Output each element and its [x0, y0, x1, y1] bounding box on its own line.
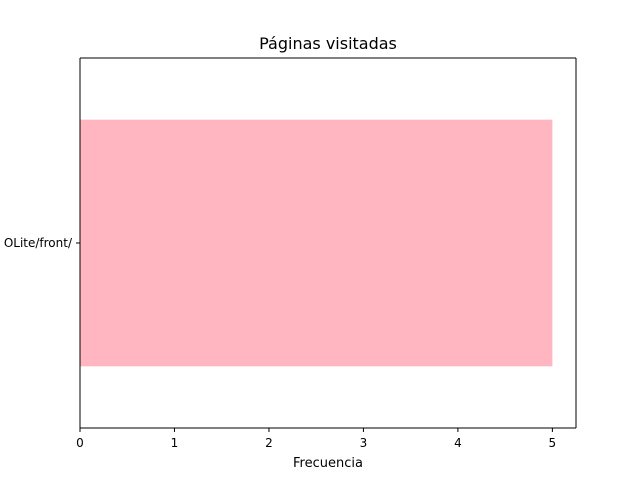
x-tick-label: 1: [171, 436, 179, 450]
x-tick-label: 2: [265, 436, 273, 450]
chart-title: Páginas visitadas: [259, 34, 397, 53]
y-ticks: OLite/front/: [4, 236, 80, 250]
bar: [80, 119, 553, 367]
x-tick-label: 0: [76, 436, 84, 450]
axes-frame: [79, 57, 577, 429]
x-ticks: 0 1 2 3 4 5: [76, 428, 556, 450]
x-axis-label: Frecuencia: [293, 456, 363, 471]
x-tick-label: 5: [549, 436, 557, 450]
y-tick-label: OLite/front/: [4, 236, 73, 250]
x-tick-label: 4: [454, 436, 462, 450]
x-tick-label: 3: [360, 436, 368, 450]
bars-group: [80, 119, 553, 367]
